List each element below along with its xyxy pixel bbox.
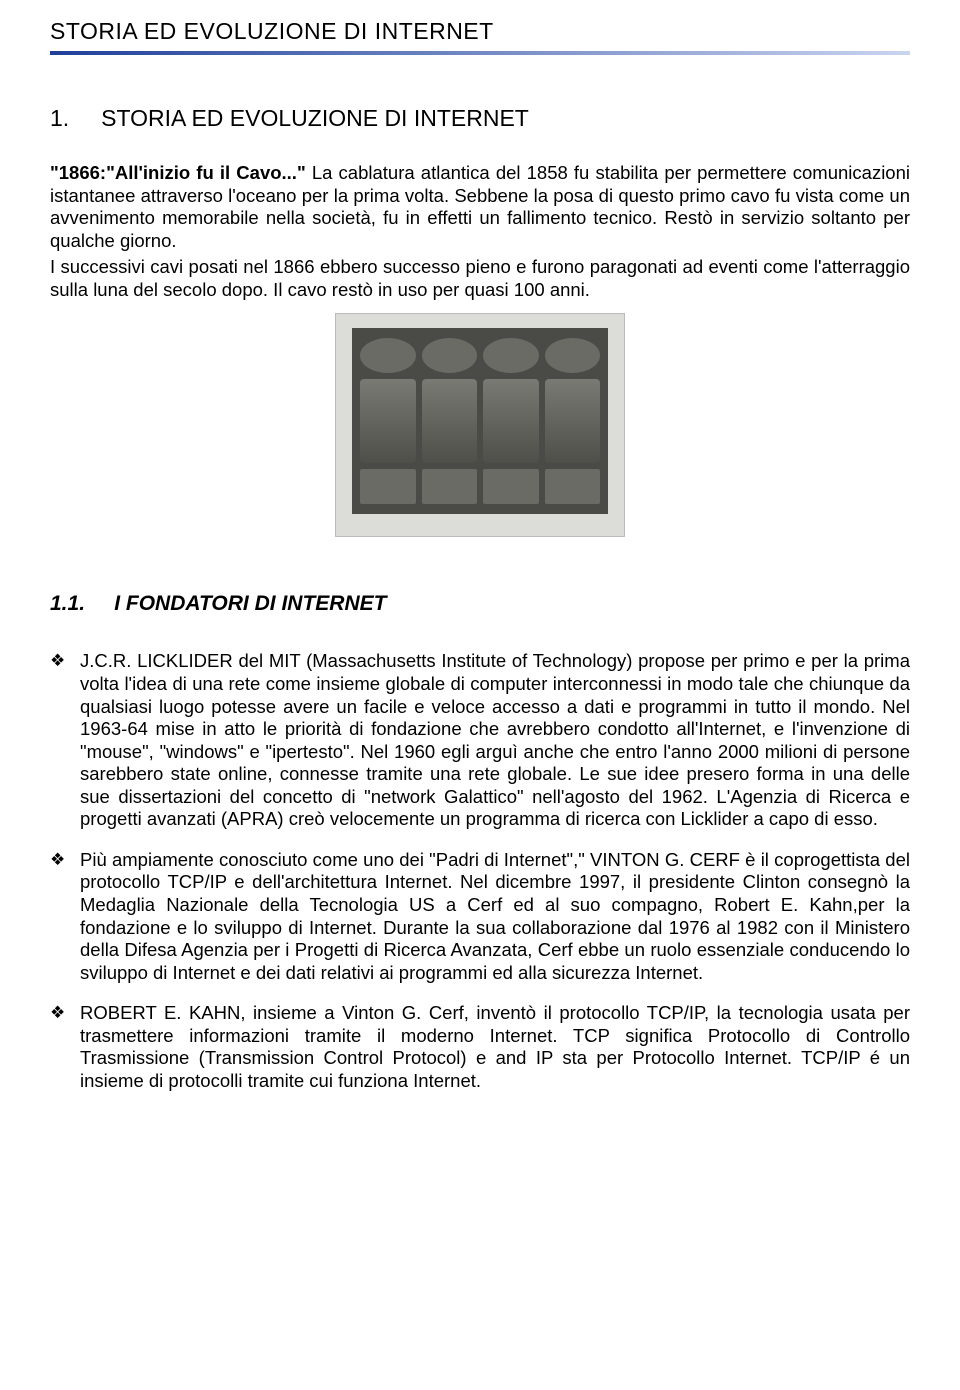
section-title: STORIA ED EVOLUZIONE DI INTERNET bbox=[101, 105, 529, 131]
figure-element bbox=[483, 338, 539, 373]
diamond-bullet-icon: ❖ bbox=[50, 850, 65, 871]
header-rule bbox=[50, 51, 910, 55]
list-item: ❖ ROBERT E. KAHN, insieme a Vinton G. Ce… bbox=[50, 1002, 910, 1092]
figure-element bbox=[422, 338, 478, 373]
intro-paragraph-1: "1866:"All'inizio fu il Cavo..." La cabl… bbox=[50, 162, 910, 252]
figure-element bbox=[483, 379, 539, 463]
subsection-number: 1.1. bbox=[50, 592, 85, 615]
figure-element bbox=[483, 469, 539, 504]
intro-paragraph-2: I successivi cavi posati nel 1866 ebbero… bbox=[50, 256, 910, 301]
diamond-bullet-icon: ❖ bbox=[50, 651, 65, 672]
list-item-text: Più ampiamente conosciuto come uno dei "… bbox=[80, 849, 910, 983]
figure-element bbox=[422, 469, 478, 504]
list-item-text: J.C.R. LICKLIDER del MIT (Massachusetts … bbox=[80, 650, 910, 829]
list-item: ❖ J.C.R. LICKLIDER del MIT (Massachusett… bbox=[50, 650, 910, 831]
figure-element bbox=[422, 379, 478, 463]
subsection-title-text: I FONDATORI DI INTERNET bbox=[114, 592, 386, 615]
intro-lead: "1866:"All'inizio fu il Cavo..." bbox=[50, 162, 306, 183]
section-number: 1. bbox=[50, 105, 69, 131]
figure-element bbox=[360, 379, 416, 463]
figure-element bbox=[360, 469, 416, 504]
figure-element bbox=[545, 379, 601, 463]
diamond-bullet-icon: ❖ bbox=[50, 1003, 65, 1024]
cable-figure bbox=[335, 313, 625, 537]
figure-element bbox=[545, 469, 601, 504]
figure-element bbox=[360, 338, 416, 373]
section-heading: 1. STORIA ED EVOLUZIONE DI INTERNET bbox=[50, 105, 910, 132]
page-header-title: STORIA ED EVOLUZIONE DI INTERNET bbox=[50, 18, 910, 45]
founders-list: ❖ J.C.R. LICKLIDER del MIT (Massachusett… bbox=[50, 650, 910, 1092]
subsection-heading: 1.1. I FONDATORI DI INTERNET bbox=[50, 592, 910, 616]
figure-container bbox=[50, 313, 910, 542]
list-item: ❖ Più ampiamente conosciuto come uno dei… bbox=[50, 849, 910, 984]
list-item-text: ROBERT E. KAHN, insieme a Vinton G. Cerf… bbox=[80, 1002, 910, 1091]
figure-element bbox=[545, 338, 601, 373]
cable-figure-inner bbox=[352, 328, 608, 514]
